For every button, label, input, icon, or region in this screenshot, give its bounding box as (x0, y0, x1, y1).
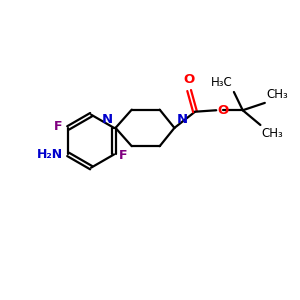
Text: CH₃: CH₃ (262, 127, 283, 140)
Text: O: O (218, 104, 229, 117)
Text: F: F (54, 120, 63, 133)
Text: CH₃: CH₃ (266, 88, 288, 100)
Text: N: N (102, 112, 113, 126)
Text: F: F (119, 149, 128, 162)
Text: O: O (184, 73, 195, 86)
Text: H₂N: H₂N (37, 148, 63, 161)
Text: N: N (177, 112, 188, 126)
Text: H₃C: H₃C (211, 76, 232, 89)
